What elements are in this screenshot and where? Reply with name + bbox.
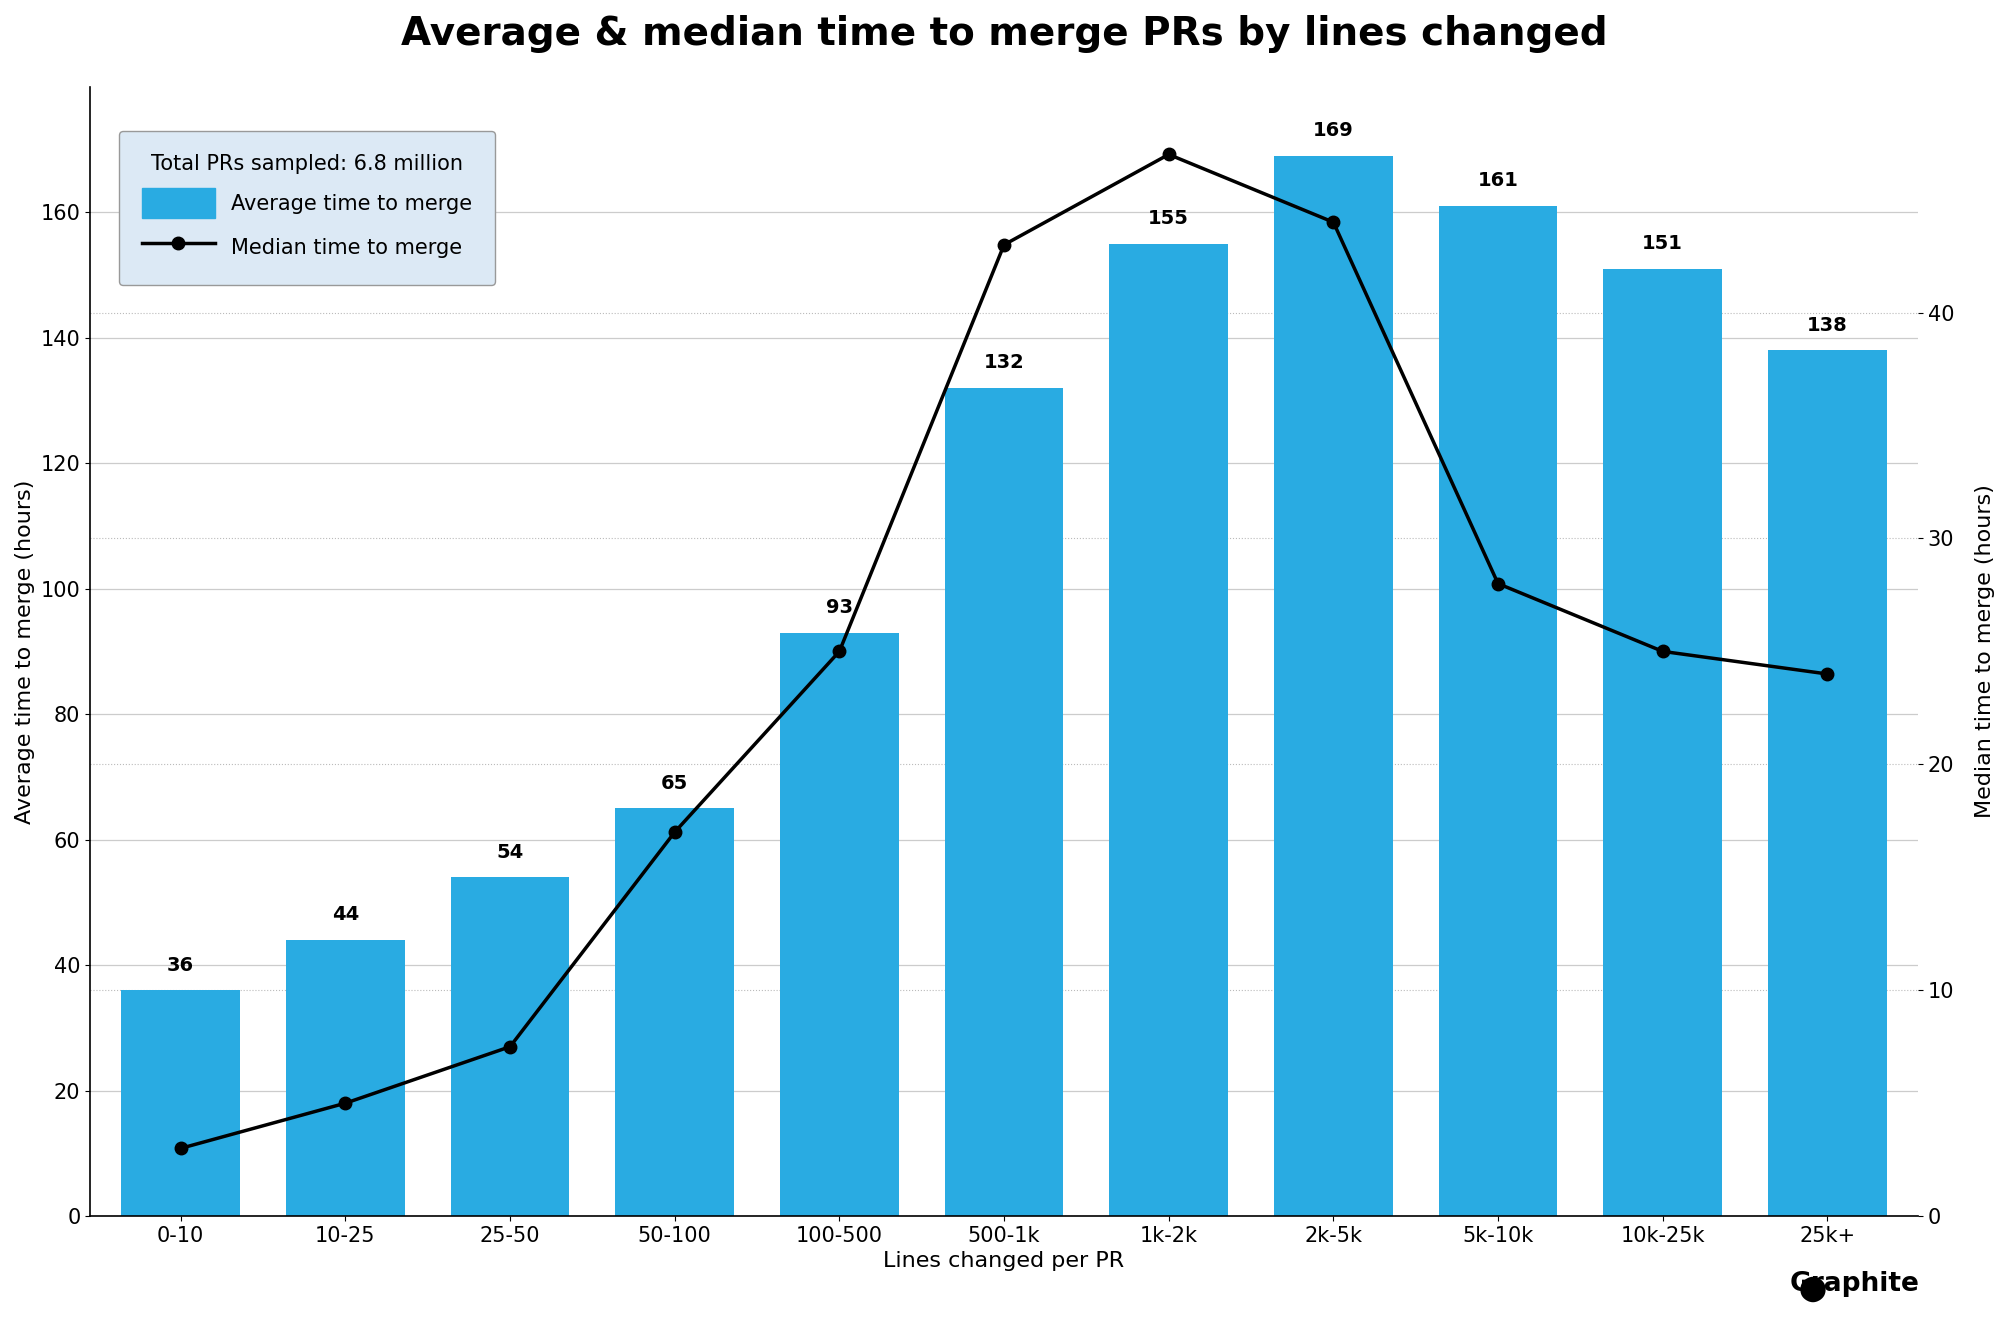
Bar bbox=[1274, 155, 1393, 1217]
Median time to merge bbox=[1485, 576, 1510, 592]
Text: 36: 36 bbox=[167, 955, 195, 974]
Line: Median time to merge: Median time to merge bbox=[175, 149, 1833, 1155]
Bar bbox=[615, 808, 734, 1217]
Median time to merge bbox=[498, 1038, 523, 1055]
Median time to merge bbox=[1321, 214, 1345, 230]
Median time to merge bbox=[663, 824, 687, 840]
Bar bbox=[780, 632, 898, 1217]
Median time to merge bbox=[1815, 666, 1839, 682]
Bar bbox=[1110, 244, 1228, 1217]
Bar bbox=[285, 941, 404, 1217]
Text: 138: 138 bbox=[1807, 315, 1847, 335]
Bar bbox=[945, 387, 1063, 1217]
X-axis label: Lines changed per PR: Lines changed per PR bbox=[884, 1252, 1126, 1272]
Median time to merge bbox=[993, 237, 1017, 253]
Median time to merge bbox=[334, 1095, 358, 1111]
Bar bbox=[450, 878, 569, 1217]
Text: 155: 155 bbox=[1148, 209, 1190, 228]
Bar bbox=[121, 990, 239, 1217]
Text: 54: 54 bbox=[496, 843, 525, 862]
Text: 169: 169 bbox=[1313, 121, 1355, 139]
Title: Average & median time to merge PRs by lines changed: Average & median time to merge PRs by li… bbox=[400, 15, 1608, 54]
Median time to merge bbox=[1650, 643, 1674, 659]
Median time to merge bbox=[828, 643, 852, 659]
Text: ⬤: ⬤ bbox=[1799, 1277, 1827, 1302]
Bar bbox=[1769, 350, 1887, 1217]
Bar bbox=[1604, 268, 1723, 1217]
Text: Graphite: Graphite bbox=[1789, 1272, 1920, 1297]
Median time to merge bbox=[169, 1140, 193, 1156]
Median time to merge bbox=[1156, 146, 1180, 162]
Y-axis label: Average time to merge (hours): Average time to merge (hours) bbox=[14, 480, 34, 824]
Legend: Average time to merge, Median time to merge: Average time to merge, Median time to me… bbox=[119, 131, 494, 285]
Text: 151: 151 bbox=[1642, 234, 1682, 253]
Text: 44: 44 bbox=[332, 906, 360, 925]
Text: 161: 161 bbox=[1477, 172, 1518, 190]
Y-axis label: Median time to merge (hours): Median time to merge (hours) bbox=[1976, 485, 1996, 819]
Text: 65: 65 bbox=[661, 773, 687, 792]
Text: 132: 132 bbox=[983, 354, 1025, 373]
Text: 93: 93 bbox=[826, 598, 852, 616]
Bar bbox=[1439, 206, 1558, 1217]
